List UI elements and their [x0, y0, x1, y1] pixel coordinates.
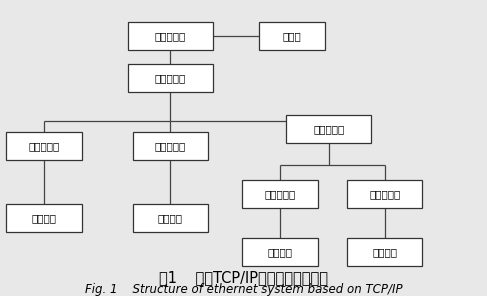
FancyBboxPatch shape	[259, 22, 325, 50]
FancyBboxPatch shape	[128, 64, 213, 92]
Text: 串口服务器: 串口服务器	[28, 141, 59, 151]
Text: 串口服务器: 串口服务器	[369, 189, 400, 199]
Text: 串口服务器: 串口服务器	[264, 189, 296, 199]
Text: 数控机床: 数控机床	[158, 213, 183, 223]
Text: 网络交换机: 网络交换机	[155, 73, 186, 83]
Text: Fig. 1    Structure of ethernet system based on TCP/IP: Fig. 1 Structure of ethernet system base…	[85, 283, 402, 296]
FancyBboxPatch shape	[6, 132, 81, 160]
FancyBboxPatch shape	[347, 238, 423, 266]
FancyBboxPatch shape	[347, 180, 423, 208]
Text: 远程计算机: 远程计算机	[155, 31, 186, 41]
FancyBboxPatch shape	[6, 204, 81, 232]
FancyBboxPatch shape	[132, 204, 208, 232]
FancyBboxPatch shape	[128, 22, 213, 50]
Text: 网络交换机: 网络交换机	[313, 124, 344, 134]
FancyBboxPatch shape	[242, 180, 318, 208]
FancyBboxPatch shape	[286, 115, 371, 143]
Text: 服务器: 服务器	[283, 31, 301, 41]
Text: 数控机床: 数控机床	[267, 247, 293, 257]
Text: 数控机床: 数控机床	[31, 213, 56, 223]
Text: 数控机床: 数控机床	[372, 247, 397, 257]
Text: 串口服务器: 串口服务器	[155, 141, 186, 151]
FancyBboxPatch shape	[242, 238, 318, 266]
FancyBboxPatch shape	[132, 132, 208, 160]
Text: 图1    基于TCP/IP的以太网系统结构: 图1 基于TCP/IP的以太网系统结构	[159, 270, 328, 285]
